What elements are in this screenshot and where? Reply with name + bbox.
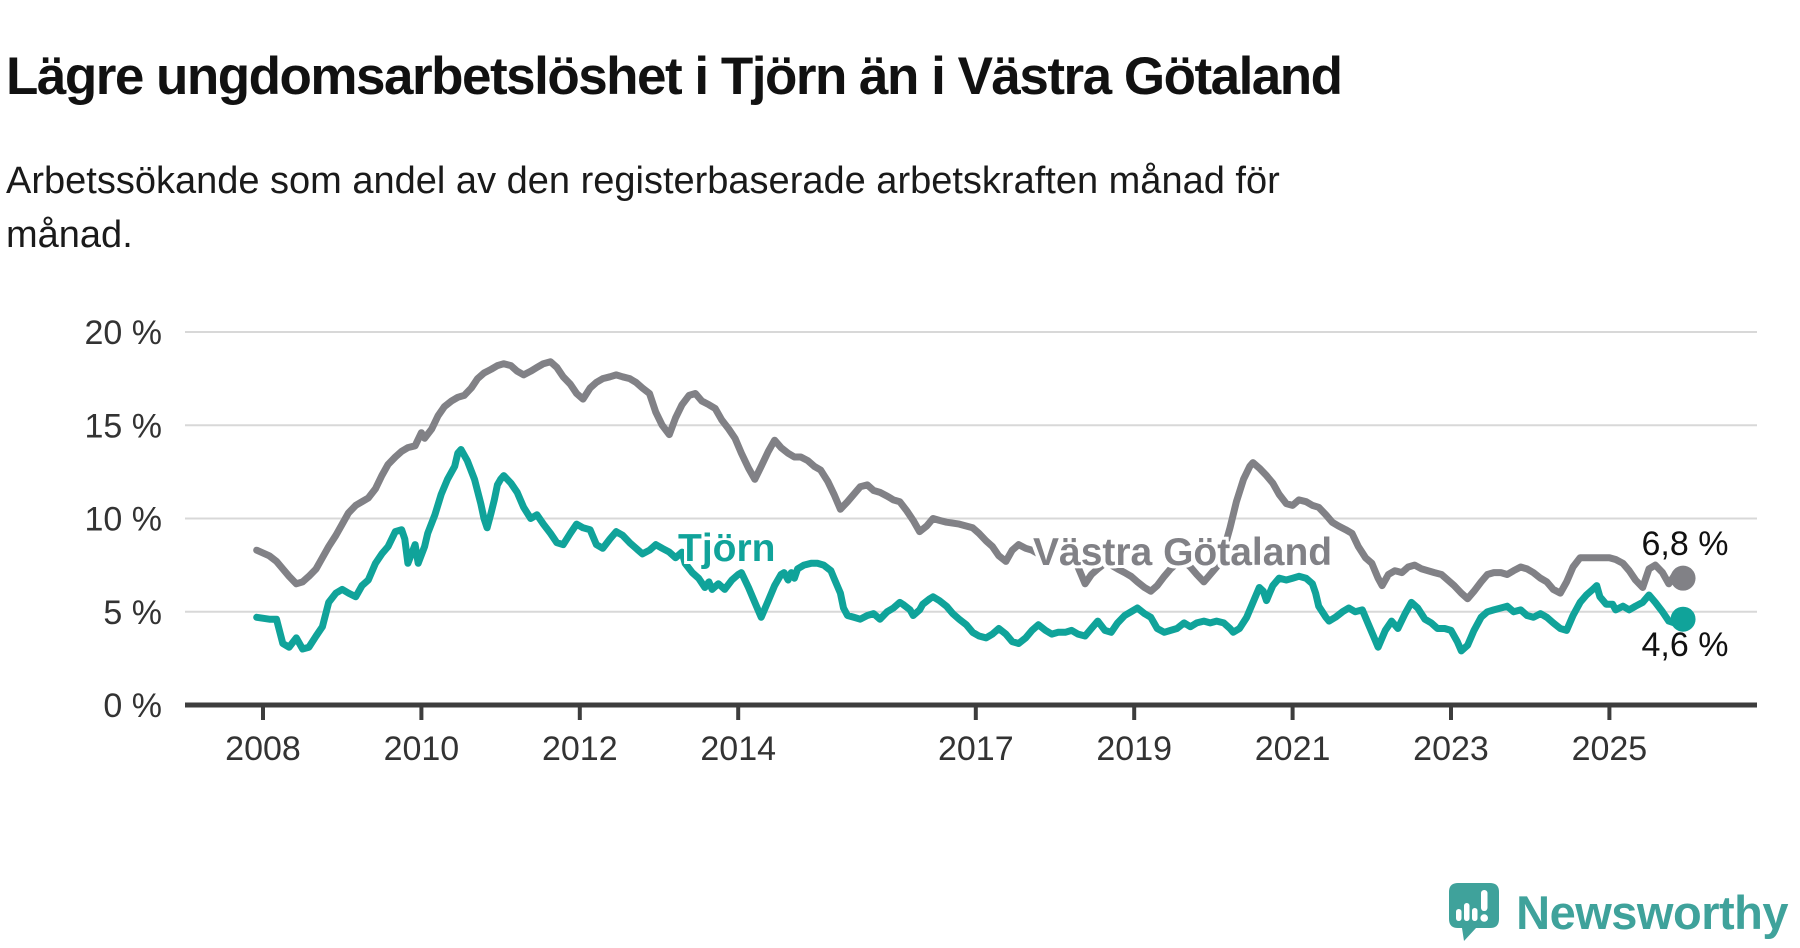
y-axis-label-20: 20 % [85,314,163,352]
series-label-vastra-gotaland: Västra Götaland [1033,531,1333,574]
series-line-v-stra-g-taland [253,358,1687,603]
page-title: Lägre ungdomsarbetslöshet i Tjörn än i V… [6,46,1343,106]
x-axis-label-2010: 2010 [384,730,460,768]
newsworthy-bubble-icon [1449,883,1500,941]
y-axis-label-5: 5 % [103,594,162,632]
newsworthy-logo: Newsworthy [1448,882,1788,942]
x-axis-label-2019: 2019 [1096,730,1172,768]
x-axis-label-2025: 2025 [1572,730,1648,768]
x-axis-label-2021: 2021 [1255,730,1331,768]
y-axis-label-10: 10 % [85,501,163,539]
series-line-tj-rn [253,446,1687,655]
x-axis-label-2023: 2023 [1413,730,1489,768]
x-axis-label-2017: 2017 [938,730,1014,768]
end-value-label-vastra-gotaland: 6,8 % [1641,525,1729,563]
x-axis-label-2012: 2012 [542,730,618,768]
newsworthy-wordmark: Newsworthy [1516,885,1788,939]
subtitle-line-2: månad. [6,214,133,256]
y-axis-label-0: 0 % [103,687,162,725]
chart-subtitle: Arbetssökande som andel av den registerb… [6,154,1280,262]
x-axis-label-2014: 2014 [700,730,776,768]
x-axis-label-2008: 2008 [225,730,301,768]
end-dot-tj-rn [1670,606,1696,632]
end-dot-v-stra-g-taland [1670,565,1696,591]
subtitle-line-1: Arbetssökande som andel av den registerb… [6,160,1280,202]
end-value-label-tjorn: 4,6 % [1641,626,1729,664]
series-label-tjorn: Tjörn [678,527,776,570]
y-axis-label-15: 15 % [85,407,163,445]
